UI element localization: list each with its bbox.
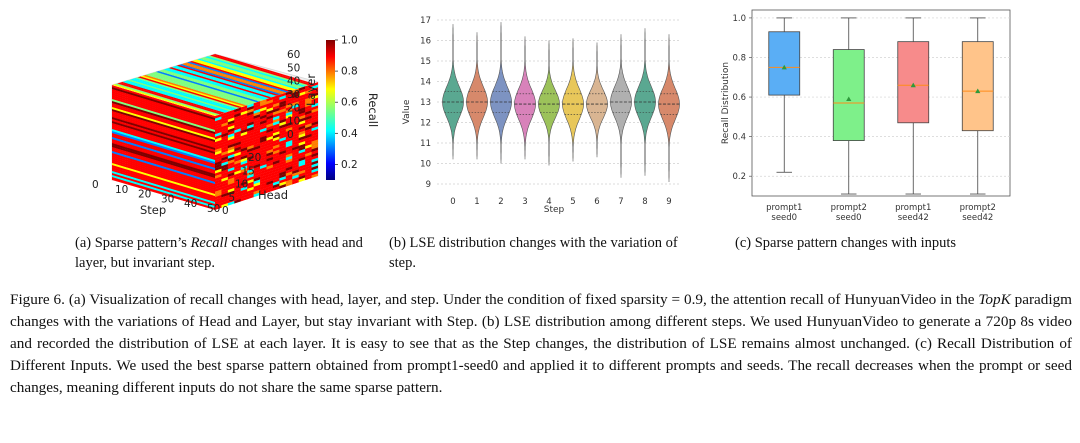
box-x-tick-label: seed0: [771, 213, 797, 223]
layer-tick-label: 10: [287, 116, 300, 128]
violin-y-tick-label: 10: [420, 160, 431, 170]
colorbar-tick-label: 0.6: [341, 97, 358, 109]
violin-shape: [658, 34, 680, 182]
box-x-tick-label: seed42: [962, 213, 993, 223]
violin-x-tick-label: 0: [450, 197, 455, 207]
violin-x-tick-label: 3: [522, 197, 527, 207]
step-axis-label: Step: [140, 203, 166, 217]
step-tick-label: 20: [138, 189, 151, 201]
box-mean-marker: [975, 88, 981, 94]
violin-shape: [538, 40, 560, 166]
step-tick-label: 40: [184, 198, 197, 210]
figure-caption: Figure 6. (a) Visualization of recall ch…: [10, 291, 1072, 396]
box-x-tick-label: prompt1: [766, 203, 802, 213]
box-body: [768, 31, 801, 96]
violin-x-tick-label: 8: [642, 197, 647, 207]
cube-side-face: [215, 82, 318, 210]
box-y-tick-label: 0.4: [732, 133, 746, 143]
head-tick-label: 15: [242, 165, 255, 177]
box-y-tick-label: 0.8: [732, 53, 746, 63]
violin-shape: [466, 32, 488, 160]
step-tick-label: 10: [115, 184, 128, 196]
violin-shape: [490, 22, 512, 164]
layer-tick-label: 40: [287, 76, 300, 88]
colorbar: [326, 40, 335, 180]
violin-y-tick-label: 11: [420, 139, 431, 149]
violin-y-tick-label: 16: [420, 37, 431, 47]
box-y-tick-label: 1.0: [732, 14, 746, 24]
violin-y-tick-label: 13: [420, 98, 431, 108]
colorbar-tick-label: 0.8: [341, 66, 358, 78]
box-y-tick-label: 0.2: [732, 172, 746, 182]
box-plot-frame: [751, 9, 1011, 197]
step-tick-label: 30: [161, 193, 174, 205]
subcaption-b: (b) LSE distribution changes with the va…: [389, 235, 678, 271]
violin-x-tick-label: 7: [618, 197, 623, 207]
violin-x-tick-label: 4: [546, 197, 551, 207]
box-x-tick-label: seed0: [836, 213, 862, 223]
violin-shape: [586, 42, 608, 158]
violin-x-axis-label: Step: [544, 205, 565, 215]
box-y-axis-label: Recall Distribution: [721, 62, 731, 144]
recall-box-chart: 1.00.80.60.40.2 prompt1seed0prompt2seed0…: [721, 9, 1011, 223]
violin-y-axis-label: Value: [402, 99, 412, 124]
box-x-tick-label: prompt2: [960, 203, 996, 213]
layer-tick-label: 50: [287, 62, 300, 74]
box-mean-marker: [846, 96, 852, 102]
box-x-tick-label: prompt1: [895, 203, 931, 213]
violin-y-tick-label: 15: [420, 57, 431, 67]
violin-x-tick-label: 9: [666, 197, 671, 207]
subcaption-c: (c) Sparse pattern changes with inputs: [735, 235, 957, 251]
box-mean-marker: [781, 64, 787, 70]
head-tick-label: 0: [222, 205, 229, 217]
box-mean-marker: [910, 82, 916, 88]
violin-y-tick-label: 9: [426, 180, 431, 190]
box-x-tick-label: prompt2: [831, 203, 867, 213]
violin-shape: [514, 36, 536, 160]
violin-shape: [610, 34, 632, 178]
layer-tick-label: 30: [287, 89, 300, 101]
layer-tick-label: 20: [287, 102, 300, 114]
violin-shape: [442, 24, 464, 160]
layer-axis-label: Layer: [304, 74, 318, 106]
violin-shape: [562, 38, 584, 162]
colorbar-tick-label: 0.2: [341, 159, 358, 171]
box-body: [897, 41, 930, 124]
violin-x-tick-label: 2: [498, 197, 503, 207]
violin-x-tick-label: 5: [570, 197, 575, 207]
step-tick-label: 0: [92, 179, 99, 191]
layer-tick-label: 0: [287, 129, 294, 141]
box-body: [961, 41, 994, 132]
violin-x-tick-label: 6: [594, 197, 599, 207]
violin-y-tick-label: 14: [420, 78, 431, 88]
colorbar-tick-label: 1.0: [341, 35, 358, 47]
head-axis-label: Head: [258, 188, 288, 202]
violin-x-tick-label: 1: [474, 197, 479, 207]
head-tick-label: 20: [248, 152, 261, 164]
layer-tick-label: 60: [287, 49, 300, 61]
colorbar-label: Recall: [366, 93, 380, 127]
box-body: [832, 49, 865, 141]
cube-top-face: [112, 54, 318, 116]
colorbar-tick-label: 0.4: [341, 128, 358, 140]
head-tick-label: 5: [229, 192, 236, 204]
subcaption-a: (a) Sparse pattern’s Recall changes with…: [75, 235, 363, 271]
box-y-tick-label: 0.6: [732, 93, 746, 103]
box-x-tick-label: seed42: [898, 213, 929, 223]
violin-y-tick-label: 17: [420, 16, 431, 26]
cube-front-face: [112, 85, 215, 210]
step-tick-label: 50: [207, 203, 220, 215]
violin-y-tick-label: 12: [420, 119, 431, 129]
head-tick-label: 10: [235, 179, 248, 191]
